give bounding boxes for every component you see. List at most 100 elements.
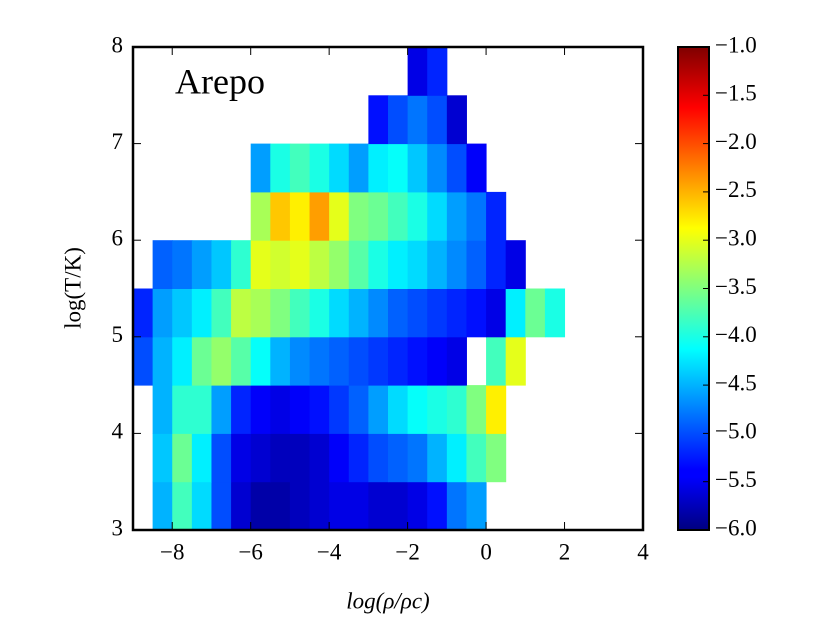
heat-cell — [309, 240, 330, 289]
heat-cell — [525, 288, 546, 338]
heat-cell — [211, 385, 232, 434]
heat-cell — [172, 481, 193, 531]
heat-cell — [407, 143, 428, 193]
heat-cell — [407, 385, 428, 434]
heat-cell — [466, 481, 487, 531]
heat-cell — [329, 288, 350, 338]
colorbar-tick-label: −1.5 — [715, 81, 757, 106]
heat-cell — [388, 240, 409, 289]
heat-cell — [289, 288, 311, 338]
heat-cell — [329, 336, 350, 386]
heat-cell — [446, 385, 467, 434]
heat-cell — [427, 143, 448, 193]
colorbar-tick-label: −2.0 — [715, 129, 757, 154]
heat-cell — [309, 191, 330, 241]
heat-cell — [270, 143, 291, 193]
heat-cell — [270, 385, 291, 434]
heat-cell — [329, 481, 350, 531]
heat-cell — [407, 240, 428, 289]
heat-cell — [368, 385, 389, 434]
heat-cell — [348, 336, 369, 386]
heat-cell — [191, 240, 212, 289]
x-tick-label: −2 — [395, 539, 419, 564]
heat-cell — [211, 336, 232, 386]
heat-cell — [329, 385, 350, 434]
heat-cell — [466, 240, 487, 289]
y-tick-label: 3 — [112, 515, 124, 540]
heat-cell — [427, 385, 448, 434]
heat-cell — [231, 481, 252, 531]
x-tick-label: 0 — [480, 539, 492, 564]
heat-cell — [427, 481, 448, 531]
heat-cell — [427, 47, 448, 96]
heat-cell — [152, 288, 173, 338]
heat-cell — [250, 481, 271, 531]
heat-cell — [211, 288, 232, 338]
heat-cell — [388, 288, 409, 338]
heat-cell — [505, 240, 526, 289]
heat-cell — [289, 191, 311, 241]
heat-cell — [446, 336, 467, 386]
heat-cell — [486, 191, 507, 241]
colorbar-tick-label: −5.5 — [715, 467, 757, 492]
heat-cell — [329, 433, 350, 483]
heat-cell — [152, 336, 173, 386]
heat-cell — [368, 240, 389, 289]
heat-cell — [152, 385, 173, 434]
heat-cell — [289, 481, 311, 531]
y-axis-label: log(T/K) — [60, 247, 85, 329]
heat-cell — [505, 288, 526, 338]
heat-cell — [309, 143, 330, 193]
heat-cell — [407, 433, 428, 483]
heat-cell — [348, 288, 369, 338]
heat-cell — [309, 481, 330, 531]
heat-cell — [172, 433, 193, 483]
heat-cell — [191, 385, 212, 434]
colorbar-tick-label: −1.0 — [715, 32, 757, 57]
heat-cell — [466, 288, 487, 338]
heat-cell — [407, 336, 428, 386]
heat-cell — [152, 481, 173, 531]
heat-cell — [368, 143, 389, 193]
heat-cell — [289, 336, 311, 386]
y-tick-label: 8 — [112, 32, 124, 57]
heat-cell — [446, 191, 467, 241]
colorbar-tick-label: −3.0 — [715, 225, 757, 250]
x-tick-label: −4 — [317, 539, 342, 564]
heat-cell — [270, 336, 291, 386]
heatmap — [133, 47, 566, 531]
heat-cell — [191, 433, 212, 483]
heat-cell — [368, 191, 389, 241]
x-tick-label: 2 — [559, 539, 571, 564]
colorbar-tick-label: −2.5 — [715, 177, 757, 202]
heat-cell — [388, 336, 409, 386]
y-tick-label: 7 — [112, 129, 124, 154]
heat-cell — [466, 191, 487, 241]
heat-cell — [466, 385, 487, 434]
heat-cell — [544, 288, 566, 338]
heat-cell — [172, 288, 193, 338]
heat-cell — [446, 95, 467, 145]
annotation: Arepo — [175, 61, 265, 101]
heat-cell — [388, 95, 409, 145]
heat-cell — [191, 336, 212, 386]
heat-cell — [329, 191, 350, 241]
heat-cell — [250, 288, 271, 338]
heat-cell — [348, 433, 369, 483]
heat-cell — [231, 433, 252, 483]
heat-cell — [231, 336, 252, 386]
heat-cell — [446, 240, 467, 289]
heat-cell — [446, 143, 467, 193]
heat-cell — [388, 385, 409, 434]
heat-cell — [270, 240, 291, 289]
heat-cell — [250, 385, 271, 434]
heat-cell — [407, 191, 428, 241]
heat-cell — [289, 143, 311, 193]
heat-cell — [368, 481, 389, 531]
heat-cell — [348, 385, 369, 434]
heat-cell — [231, 288, 252, 338]
plot-frame — [131, 45, 645, 532]
heat-cell — [250, 433, 271, 483]
heat-cell — [407, 47, 428, 96]
